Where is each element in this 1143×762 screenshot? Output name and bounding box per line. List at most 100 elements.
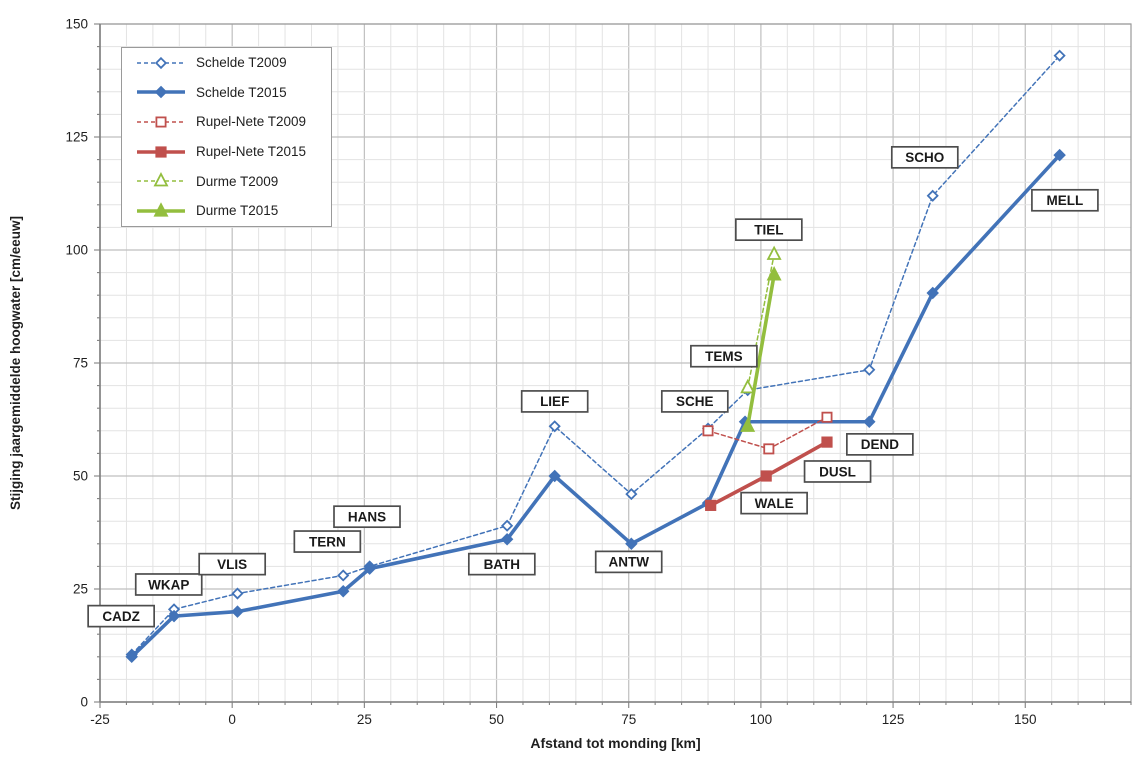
- station-label-box: [734, 218, 803, 242]
- station-label-hans: HANS: [333, 505, 401, 529]
- station-label-box: [333, 505, 401, 529]
- diamond-open-marker-icon: [625, 488, 638, 501]
- rupel-nete-t2015-swatch-icon: [137, 146, 185, 158]
- square-filled-marker-icon: [821, 436, 833, 448]
- legend-label: Schelde T2009: [196, 55, 287, 71]
- diamond-filled-marker-icon: [363, 562, 376, 575]
- station-label-text: WKAP: [148, 577, 189, 592]
- station-label-text: VLIS: [217, 557, 247, 572]
- diamond-filled-marker-icon: [500, 533, 514, 546]
- diamond-open-marker-icon: [863, 363, 876, 376]
- x-tick-label: 25: [357, 712, 372, 727]
- x-tick-label: 125: [882, 712, 905, 727]
- diamond-filled-marker-icon: [625, 537, 638, 551]
- triangle-open-marker-icon: [740, 378, 756, 394]
- station-label-text: LIEF: [540, 394, 569, 409]
- series-line-durme-t2015: [745, 273, 776, 429]
- triangle-filled-marker-icon: [740, 417, 756, 432]
- schelde-t2015-swatch-icon: [137, 86, 185, 99]
- x-tick-label: 100: [750, 712, 773, 727]
- station-label-bath: BATH: [467, 552, 536, 576]
- legend-item-durme-t2009: Durme T2009: [122, 167, 331, 196]
- station-label-text: HANS: [348, 509, 386, 524]
- station-label-cadz: CADZ: [87, 604, 155, 628]
- square-filled-marker-icon: [705, 499, 717, 511]
- station-label-box: [1031, 188, 1099, 212]
- schelde-t2009-swatch-icon: [137, 56, 185, 69]
- station-label-antw: ANTW: [594, 550, 663, 574]
- station-label-dusl: DUSL: [803, 460, 872, 483]
- square-open-marker-icon: [155, 116, 167, 128]
- series-durme-t2015: [740, 266, 782, 432]
- station-label-box: [87, 604, 155, 628]
- x-tick-label: 75: [621, 712, 636, 727]
- station-label-dend: DEND: [846, 433, 914, 456]
- diamond-filled-marker-icon: [125, 650, 138, 664]
- diamond-filled-marker-icon: [548, 469, 561, 483]
- x-tick-label: 0: [228, 712, 236, 727]
- y-tick-label: 150: [65, 17, 88, 32]
- diamond-filled-marker-icon: [863, 415, 876, 429]
- legend-item-rupel-nete-t2009: Rupel-Nete T2009: [122, 108, 331, 137]
- station-label-box: [890, 145, 959, 169]
- station-label-box: [803, 460, 872, 483]
- y-tick-label: 0: [80, 695, 88, 710]
- triangle-open-marker-icon: [153, 172, 169, 187]
- station-label-text: CADZ: [102, 609, 140, 624]
- y-tick-label: 100: [65, 243, 88, 258]
- durme-t2009-swatch-icon: [137, 172, 185, 187]
- station-label-text: DUSL: [819, 464, 856, 479]
- station-label-box: [134, 573, 203, 596]
- square-open-marker-icon: [821, 411, 833, 423]
- durme-t2015-swatch-icon: [137, 202, 185, 217]
- station-label-tern: TERN: [293, 530, 362, 553]
- station-label-box: [198, 552, 267, 576]
- diamond-open-marker-icon: [926, 189, 939, 202]
- x-axis-title: Afstand tot monding [km]: [530, 735, 700, 751]
- station-label-text: WALE: [755, 496, 794, 511]
- triangle-filled-marker-icon: [766, 266, 782, 281]
- diamond-open-marker-icon: [548, 420, 561, 433]
- x-tick-label: 150: [1014, 712, 1037, 727]
- legend-item-rupel-nete-t2015: Rupel-Nete T2015: [122, 137, 331, 166]
- station-label-text: ANTW: [608, 555, 649, 570]
- diamond-filled-marker-icon: [926, 286, 939, 300]
- diamond-filled-marker-icon: [1053, 148, 1066, 162]
- legend-label: Durme T2015: [196, 203, 279, 219]
- x-tick-label: -25: [90, 712, 110, 727]
- legend: Schelde T2009 Schelde T2015 Rupel-Nete T20…: [121, 47, 332, 227]
- station-label-text: TIEL: [754, 222, 783, 237]
- diamond-filled-marker-icon: [154, 86, 168, 99]
- legend-item-schelde-t2015: Schelde T2015: [122, 78, 331, 107]
- station-label-vlis: VLIS: [198, 552, 267, 576]
- diamond-open-marker-icon: [1053, 49, 1066, 62]
- station-label-text: SCHO: [905, 150, 944, 165]
- diamond-filled-marker-icon: [167, 609, 181, 623]
- legend-label: Schelde T2015: [196, 84, 287, 100]
- rupel-nete-t2009-swatch-icon: [137, 116, 185, 128]
- station-label-mell: MELL: [1031, 188, 1099, 212]
- legend-label: Rupel-Nete T2009: [196, 114, 307, 130]
- y-axis-title: Stijging jaargemiddelde hoogwater [cm/ee…: [8, 216, 23, 510]
- station-label-scho: SCHO: [890, 145, 959, 169]
- station-label-box: [660, 390, 729, 413]
- legend-item-schelde-t2009: Schelde T2009: [122, 48, 331, 77]
- station-label-wkap: WKAP: [134, 573, 203, 596]
- station-label-box: [520, 390, 589, 413]
- station-label-box: [293, 530, 362, 553]
- legend-label: Durme T2009: [196, 173, 279, 189]
- station-label-text: BATH: [484, 557, 521, 572]
- station-label-tems: TEMS: [690, 344, 758, 368]
- station-label-text: MELL: [1047, 193, 1084, 208]
- triangle-open-marker-icon: [766, 245, 782, 260]
- diamond-open-marker-icon: [154, 56, 168, 69]
- legend-label: Rupel-Nete T2015: [196, 144, 307, 160]
- station-label-box: [846, 433, 914, 456]
- square-open-marker-icon: [702, 425, 714, 437]
- x-tick-label: 50: [489, 712, 504, 727]
- station-label-box: [690, 344, 758, 368]
